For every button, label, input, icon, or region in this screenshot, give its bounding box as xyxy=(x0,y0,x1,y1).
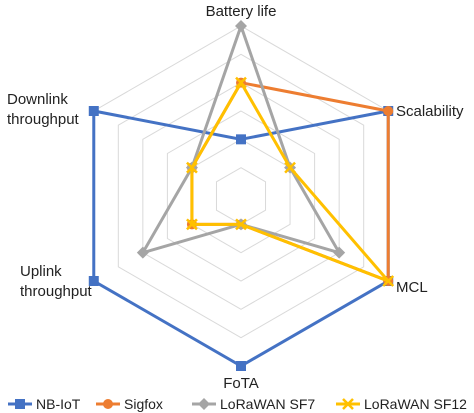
point-sigfox-scalability xyxy=(383,106,394,116)
legend-item-lorawan-sf7: LoRaWAN SF7 xyxy=(192,396,315,412)
point-lorawan-sf12-fota xyxy=(235,218,247,231)
legend-item-nb-iot: NB-IoT xyxy=(8,396,81,412)
legend-item-lorawan-sf12: LoRaWAN SF12 xyxy=(336,396,467,412)
point-lorawan-sf7-uplink-throughput xyxy=(136,246,149,259)
grid-ring-5 xyxy=(117,53,365,339)
point-nb-iot-battery-life xyxy=(236,134,246,145)
point-nb-iot-downlink-throughput xyxy=(88,106,99,116)
point-nb-iot-uplink-throughput xyxy=(88,276,99,286)
series-layer xyxy=(88,20,395,371)
grid-ring-6 xyxy=(93,25,389,367)
axis-label-mcl: MCL xyxy=(396,279,428,296)
axis-label-downlink-throughput: Downlink throughput xyxy=(7,91,80,128)
legend-marker-diamond xyxy=(198,398,210,410)
point-lorawan-sf12-downlink-throughput xyxy=(186,161,198,174)
legend-marker-x xyxy=(342,398,354,410)
legend-marker-square xyxy=(15,399,25,409)
point-lorawan-sf7-mcl xyxy=(333,246,346,259)
series-lorawan-sf12 xyxy=(186,76,395,287)
legend-item-sigfox: Sigfox xyxy=(96,396,163,412)
legend-label: NB-IoT xyxy=(36,396,81,412)
legend-marker-circle xyxy=(103,399,113,409)
axis-label-uplink-throughput: Uplink throughput xyxy=(20,263,93,300)
legend: NB-IoT Sigfox LoRaWAN SF7 LoRaWAN SF12 xyxy=(8,396,467,412)
radar-grid xyxy=(93,25,389,367)
grid-ring-4 xyxy=(142,82,340,310)
point-lorawan-sf7-battery-life xyxy=(235,20,247,32)
point-nb-iot-fota xyxy=(236,361,246,371)
axis-label-fota: FoTA xyxy=(223,375,259,392)
axis-label-scalability: Scalability xyxy=(396,103,464,120)
point-lorawan-sf12-scalability xyxy=(284,161,296,174)
axis-labels: Battery life Scalability MCL FoTA Uplink thro… xyxy=(7,3,464,392)
series-line-nb-iot xyxy=(92,109,390,368)
grid-ring-1 xyxy=(215,167,267,225)
legend-label: LoRaWAN SF7 xyxy=(220,396,315,412)
point-lorawan-sf12-mcl xyxy=(382,275,395,287)
legend-label: Sigfox xyxy=(124,396,163,412)
point-lorawan-sf12-battery-life xyxy=(235,76,247,89)
point-lorawan-sf12-uplink-throughput xyxy=(186,218,198,231)
grid-ring-3 xyxy=(166,110,316,282)
series-nb-iot xyxy=(88,106,394,371)
axis-label-battery-life: Battery life xyxy=(206,3,277,20)
legend-label: LoRaWAN SF12 xyxy=(364,396,467,412)
